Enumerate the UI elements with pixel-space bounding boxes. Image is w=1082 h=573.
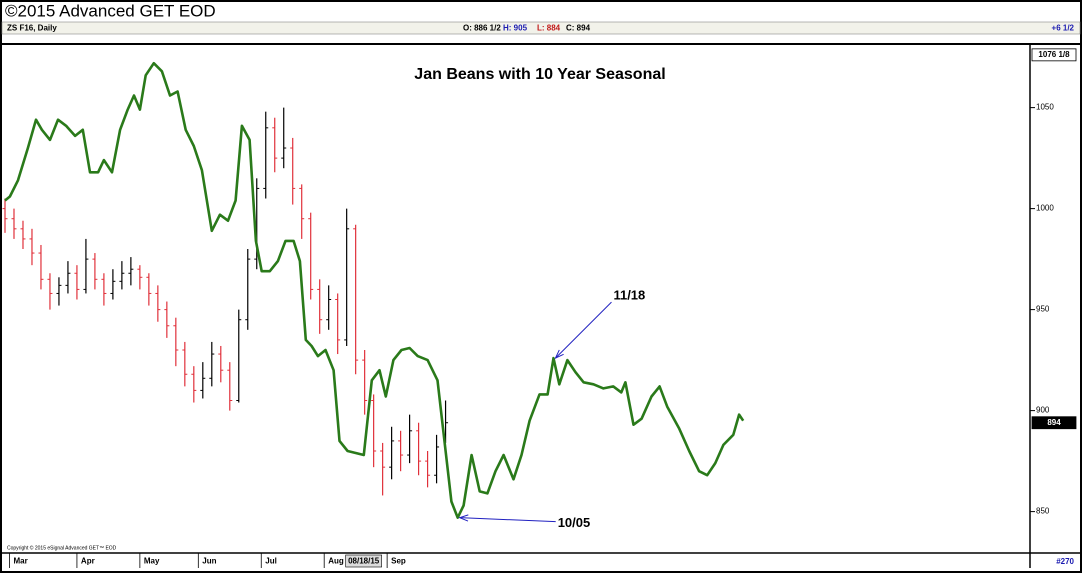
info-bar <box>1 21 1081 35</box>
annotation-arrowhead <box>554 349 564 360</box>
x-tick-label: Apr <box>81 557 95 566</box>
annotation-arrowhead <box>458 514 469 522</box>
chart-title: Jan Beans with 10 Year Seasonal <box>414 66 665 83</box>
quote: L: 884 <box>537 24 561 33</box>
symbol: ZS F16, Daily <box>7 24 57 33</box>
cursor-date: 08/18/15 <box>348 557 380 566</box>
x-tick-label: Jun <box>202 557 216 566</box>
x-tick-label: Jul <box>265 557 277 566</box>
app-title: ©2015 Advanced GET EOD <box>5 1 216 20</box>
quote: H: 905 <box>503 24 528 33</box>
price-marker <box>1031 48 1077 62</box>
price-marker-label: 1076 1/8 <box>1038 50 1070 59</box>
cursor-date-box <box>345 554 382 568</box>
annotation-label: 10/05 <box>558 515 591 530</box>
copyright: Copyright © 2015 eSignal Advanced GET™ E… <box>7 544 117 551</box>
annotation-arrow <box>555 301 612 359</box>
price-marker <box>1031 416 1077 430</box>
y-tick-label: 950 <box>1036 305 1050 314</box>
seasonal-line <box>4 61 745 519</box>
y-tick-label: 900 <box>1036 406 1050 415</box>
quote: C: 894 <box>566 24 591 33</box>
y-tick-label: 1050 <box>1036 103 1054 112</box>
x-tick-label: May <box>144 557 160 566</box>
x-tick-label: Mar <box>13 557 27 566</box>
y-tick-label: 850 <box>1036 507 1050 516</box>
quote: O: 886 1/2 <box>463 24 501 33</box>
bar-count: #270 <box>1056 557 1074 566</box>
x-tick-label: Sep <box>391 557 406 566</box>
annotation-label: 11/18 <box>613 288 645 303</box>
x-tick-label: Aug <box>328 557 344 566</box>
price-marker-label: 894 <box>1047 418 1061 427</box>
change: +6 1/2 <box>1052 24 1075 33</box>
y-tick-label: 1000 <box>1036 204 1054 213</box>
annotation-arrow <box>459 517 556 523</box>
